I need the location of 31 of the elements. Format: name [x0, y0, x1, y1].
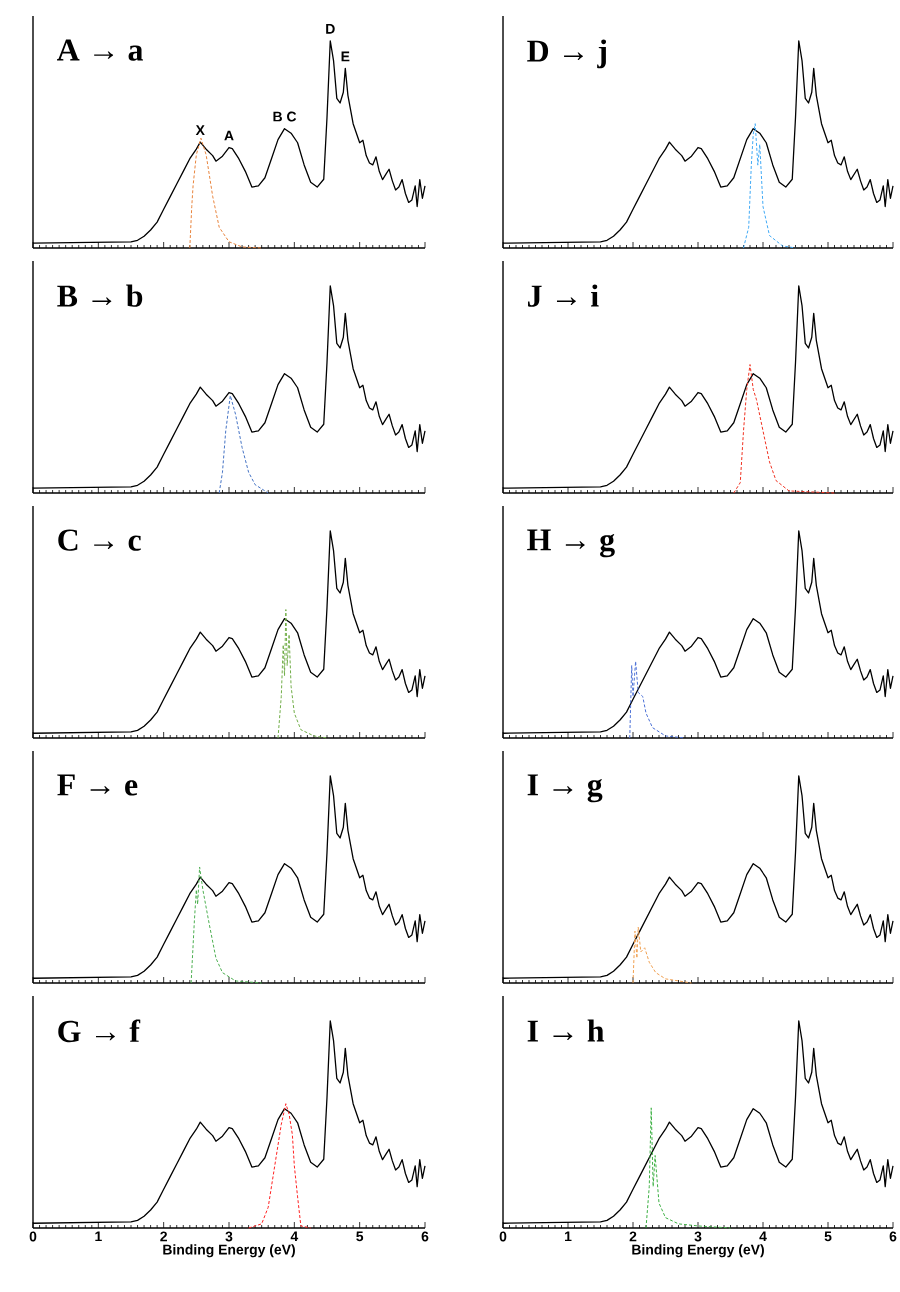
x-tick-label: 2: [629, 1231, 637, 1242]
x-axis-title: Binding Energy (eV): [632, 1244, 764, 1258]
x-tick-label: 0: [499, 1231, 507, 1242]
chart-title: A → a: [57, 39, 143, 61]
annotation: D: [326, 24, 335, 34]
x-tick-label: 1: [565, 1231, 572, 1242]
x-tick-label: 5: [824, 1231, 832, 1242]
chart-title: B → b: [57, 284, 143, 307]
annotation: A: [224, 130, 234, 141]
chart-title: I → h: [527, 1019, 605, 1042]
annotation: X: [195, 125, 205, 135]
x-axis-title: Binding Energy (eV): [163, 1244, 295, 1258]
chart-title: H → g: [527, 529, 615, 558]
x-tick-label: 1: [95, 1231, 102, 1242]
x-tick-label: 6: [889, 1231, 897, 1242]
x-tick-label: 0: [29, 1231, 37, 1242]
x-tick-label: 5: [356, 1231, 364, 1242]
chart-title: G → f: [58, 1019, 141, 1043]
x-tick-label: 4: [759, 1231, 767, 1242]
x-tick-label: 2: [160, 1231, 167, 1242]
chart-title: I → g: [527, 774, 603, 803]
x-tick-label: 3: [694, 1231, 702, 1242]
chart-title: J → i: [528, 284, 599, 307]
x-tick-label: 6: [421, 1231, 429, 1242]
x-tick-label: 3: [225, 1231, 233, 1242]
x-tick-label: 4: [290, 1231, 299, 1242]
annotation: B C: [273, 111, 297, 122]
chart-title: D → j: [527, 39, 607, 69]
chart-title: F → e: [57, 774, 138, 796]
chart-title: C → c: [58, 529, 141, 551]
annotation: E: [341, 51, 350, 62]
